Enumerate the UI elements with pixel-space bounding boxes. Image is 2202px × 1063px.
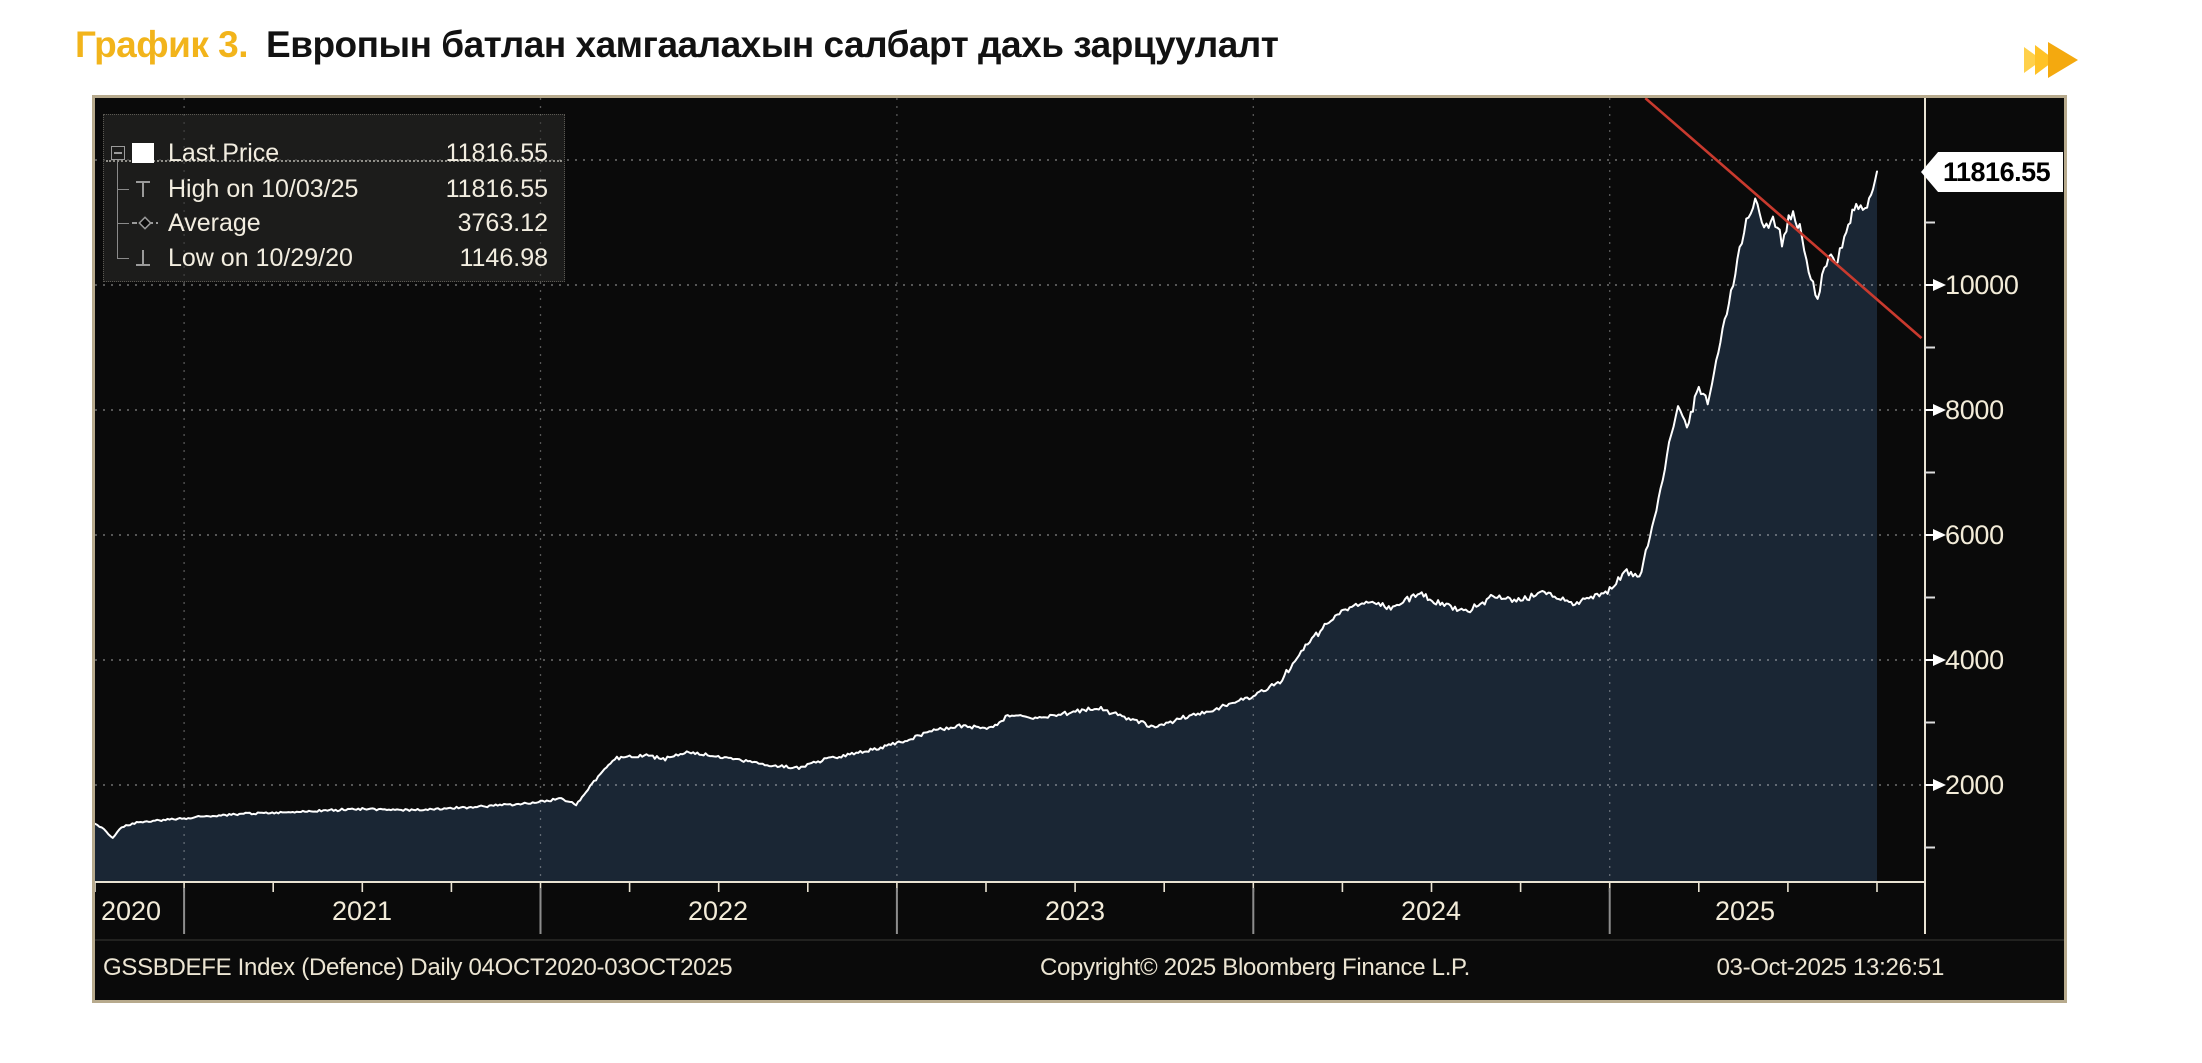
x-year-label: 2023	[1044, 896, 1106, 926]
bloomberg-chart: Last Price 11816.55 High on 10/03/25 118…	[92, 95, 2067, 1003]
legend-value: 1146.98	[459, 243, 548, 272]
footer-timestamp: 03-Oct-2025 13:26:51	[1716, 954, 1945, 981]
fast-forward-icon	[2024, 42, 2078, 78]
legend-collapse-icon	[111, 146, 125, 160]
x-year-label: 2021	[331, 896, 393, 926]
y-tick-label: 4000	[1945, 645, 2004, 675]
legend-row-high: High on 10/03/25 11816.55	[132, 172, 556, 206]
high-marker-icon	[132, 178, 168, 200]
y-tick-label: 6000	[1945, 520, 2004, 550]
legend-tree-stub	[117, 258, 129, 259]
legend-row-average: Average 3763.12	[132, 206, 556, 240]
chart-legend: Last Price 11816.55 High on 10/03/25 118…	[103, 114, 565, 282]
legend-label: Average	[168, 208, 261, 237]
figure-number-label: График 3.	[75, 24, 249, 65]
average-marker-icon	[132, 212, 168, 234]
page-title: Европын батлан хамгаалахын салбарт дахь …	[266, 24, 1279, 65]
legend-row-last-price: Last Price 11816.55	[132, 136, 556, 170]
legend-value: 11816.55	[445, 138, 548, 167]
legend-value: 11816.55	[445, 174, 548, 203]
x-year-label: 2024	[1400, 896, 1462, 926]
legend-label: High on 10/03/25	[168, 174, 359, 203]
x-year-label: 2020	[101, 896, 162, 926]
legend-tree-stub	[117, 189, 129, 190]
footer-copyright: Copyright© 2025 Bloomberg Finance L.P.	[1039, 954, 1471, 981]
y-tick-label: 2000	[1945, 770, 2004, 800]
legend-value: 3763.12	[457, 208, 548, 237]
legend-tree-line	[117, 161, 118, 258]
x-year-label: 2025	[1714, 896, 1776, 926]
y-tick-label: 8000	[1945, 395, 2004, 425]
footer-ticker-info: GSSBDEFE Index (Defence) Daily 04OCT2020…	[103, 954, 733, 981]
legend-label: Last Price	[168, 138, 280, 167]
low-marker-icon	[132, 247, 168, 269]
y-tick-label: 10000	[1945, 270, 2019, 300]
chart-plot-area: Last Price 11816.55 High on 10/03/25 118…	[95, 98, 2064, 1000]
series-swatch-icon	[132, 143, 168, 163]
legend-row-low: Low on 10/29/20 1146.98	[132, 241, 556, 275]
last-price-gridline-through-legend	[106, 160, 562, 162]
last-price-axis-bubble: 11816.55	[1921, 152, 2063, 192]
x-year-label: 2022	[687, 896, 749, 926]
legend-label: Low on 10/29/20	[168, 243, 353, 272]
legend-tree-stub	[117, 223, 129, 224]
figure-caption: График 3. Европын батлан хамгаалахын сал…	[75, 24, 1279, 66]
